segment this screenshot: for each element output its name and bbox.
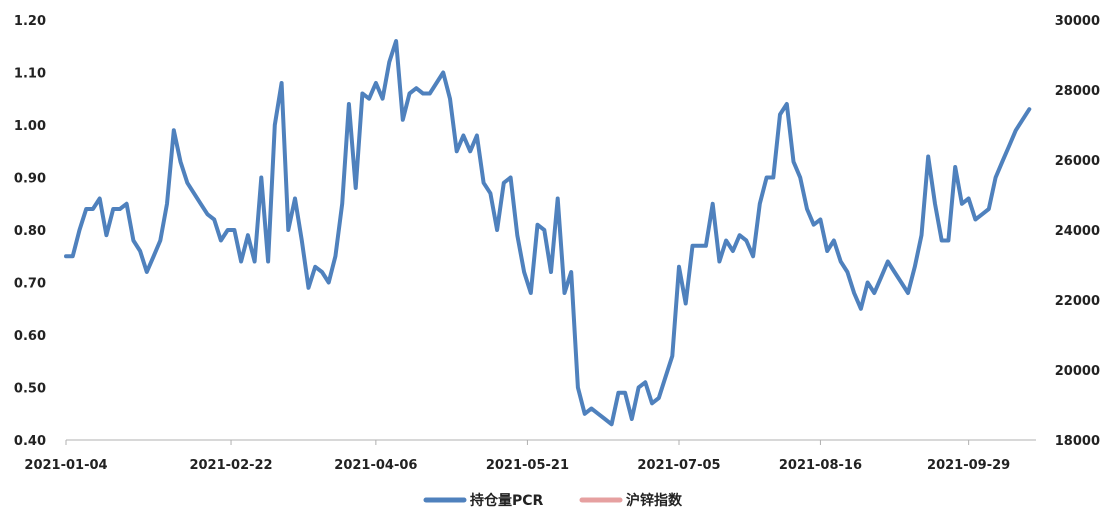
left-tick-label: 0.70 (14, 277, 46, 292)
left-tick-label: 0.50 (14, 382, 46, 397)
right-tick-label: 20000 (1055, 364, 1100, 379)
legend-label: 沪锌指数 (626, 492, 683, 509)
left-tick-label: 1.00 (14, 119, 46, 134)
x-tick-label: 2021-02-22 (189, 458, 272, 473)
left-tick-label: 1.20 (14, 14, 46, 29)
series-line-0 (64, 39, 1032, 427)
legend: 持仓量PCR 沪锌指数 (423, 492, 683, 509)
left-tick-label: 0.90 (14, 172, 46, 187)
x-tick-label: 2021-08-16 (779, 458, 862, 473)
left-tick-label: 0.40 (14, 434, 46, 449)
series-layer (64, 39, 1032, 427)
x-tick-label: 2021-09-29 (927, 458, 1010, 473)
right-tick-label: 24000 (1055, 224, 1100, 239)
right-tick-label: 28000 (1055, 84, 1100, 99)
left-tick-label: 0.80 (14, 224, 46, 239)
right-axis-ticks: 18000 20000 22000 24000 26000 28000 30000 (1055, 14, 1100, 449)
left-tick-label: 1.10 (14, 67, 46, 82)
right-tick-label: 22000 (1055, 294, 1100, 309)
x-tick-label: 2021-05-21 (486, 458, 569, 473)
right-tick-label: 18000 (1055, 434, 1100, 449)
left-axis-ticks: 0.40 0.50 0.60 0.70 0.80 0.90 1.00 1.10 1.20 (14, 14, 46, 449)
right-tick-label: 30000 (1055, 14, 1100, 29)
right-tick-label: 26000 (1055, 154, 1100, 169)
x-tick-label: 2021-04-06 (334, 458, 417, 473)
x-tick-label: 2021-01-04 (24, 458, 107, 473)
legend-label: 持仓量PCR (470, 492, 544, 509)
x-tick-label: 2021-07-05 (637, 458, 720, 473)
x-axis-ticks: 2021-01-04 2021-02-22 2021-04-06 2021-05-21… (24, 440, 1010, 473)
left-tick-label: 0.60 (14, 329, 46, 344)
